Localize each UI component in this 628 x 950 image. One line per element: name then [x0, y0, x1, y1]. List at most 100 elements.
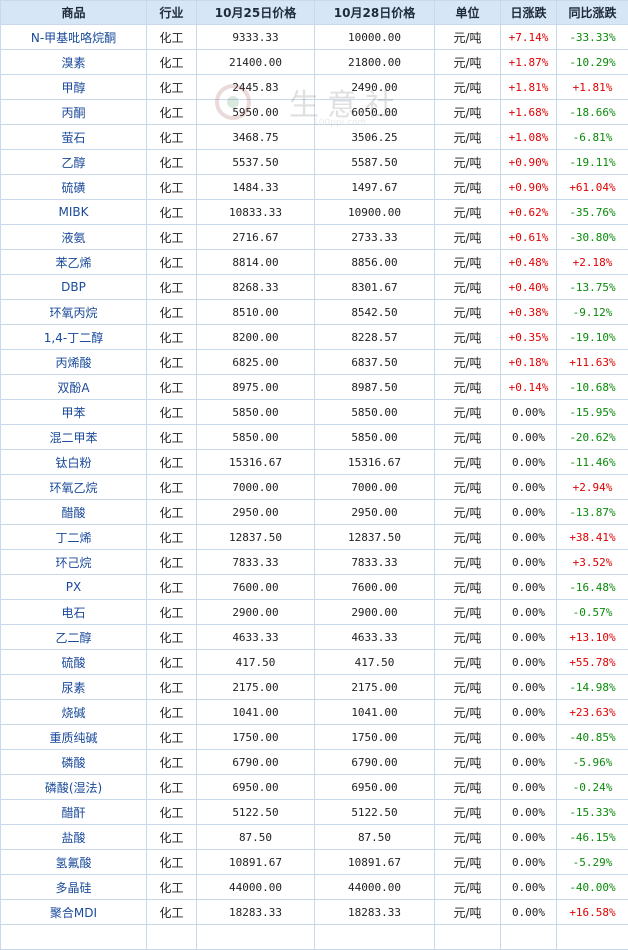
unit: 元/吨 — [435, 50, 501, 75]
daily-change — [501, 925, 557, 950]
yoy-change: +23.63% — [557, 700, 628, 725]
commodity-name[interactable]: MIBK — [1, 200, 147, 225]
commodity-name[interactable]: 多晶硅 — [1, 875, 147, 900]
commodity-name[interactable]: 硫磺 — [1, 175, 147, 200]
price-oct25: 417.50 — [197, 650, 315, 675]
commodity-name[interactable]: 氢氟酸 — [1, 850, 147, 875]
price-oct28: 10891.67 — [315, 850, 435, 875]
commodity-name[interactable]: 环己烷 — [1, 550, 147, 575]
commodity-name[interactable]: 苯乙烯 — [1, 250, 147, 275]
commodity-name[interactable]: 重质纯碱 — [1, 725, 147, 750]
commodity-name[interactable]: 烧碱 — [1, 700, 147, 725]
price-oct25: 8975.00 — [197, 375, 315, 400]
price-oct28: 1041.00 — [315, 700, 435, 725]
price-oct25: 3468.75 — [197, 125, 315, 150]
commodity-name[interactable]: 盐酸 — [1, 825, 147, 850]
unit: 元/吨 — [435, 675, 501, 700]
price-oct25: 10833.33 — [197, 200, 315, 225]
industry: 化工 — [147, 700, 197, 725]
commodity-name[interactable]: 醋酸 — [1, 500, 147, 525]
header-price-oct28: 10月28日价格 — [315, 1, 435, 25]
unit: 元/吨 — [435, 825, 501, 850]
price-oct25: 5537.50 — [197, 150, 315, 175]
unit: 元/吨 — [435, 475, 501, 500]
commodity-name[interactable]: 甲苯 — [1, 400, 147, 425]
commodity-name[interactable]: 双酚A — [1, 375, 147, 400]
yoy-change: +55.78% — [557, 650, 628, 675]
industry: 化工 — [147, 725, 197, 750]
commodity-name[interactable]: 丙酮 — [1, 100, 147, 125]
commodity-name[interactable]: 醋酐 — [1, 800, 147, 825]
industry: 化工 — [147, 150, 197, 175]
yoy-change: -46.15% — [557, 825, 628, 850]
daily-change: +0.90% — [501, 175, 557, 200]
unit: 元/吨 — [435, 325, 501, 350]
yoy-change: -35.76% — [557, 200, 628, 225]
unit: 元/吨 — [435, 775, 501, 800]
commodity-name[interactable]: 环氧丙烷 — [1, 300, 147, 325]
commodity-name[interactable]: 磷酸(湿法) — [1, 775, 147, 800]
commodity-name[interactable]: 萤石 — [1, 125, 147, 150]
unit: 元/吨 — [435, 75, 501, 100]
unit: 元/吨 — [435, 400, 501, 425]
yoy-change: +38.41% — [557, 525, 628, 550]
price-oct28: 8542.50 — [315, 300, 435, 325]
price-oct28: 2733.33 — [315, 225, 435, 250]
industry: 化工 — [147, 300, 197, 325]
commodity-name[interactable]: 环氧乙烷 — [1, 475, 147, 500]
price-oct28: 2900.00 — [315, 600, 435, 625]
commodity-name[interactable]: 1,4-丁二醇 — [1, 325, 147, 350]
unit: 元/吨 — [435, 575, 501, 600]
commodity-name[interactable]: 磷酸 — [1, 750, 147, 775]
yoy-change: -33.33% — [557, 25, 628, 50]
commodity-name[interactable]: 溴素 — [1, 50, 147, 75]
price-oct25: 44000.00 — [197, 875, 315, 900]
commodity-name[interactable]: N-甲基吡咯烷酮 — [1, 25, 147, 50]
price-oct25: 10891.67 — [197, 850, 315, 875]
industry: 化工 — [147, 500, 197, 525]
commodity-name[interactable]: 混二甲苯 — [1, 425, 147, 450]
price-oct25: 1041.00 — [197, 700, 315, 725]
commodity-name[interactable]: 钛白粉 — [1, 450, 147, 475]
commodity-name[interactable]: 尿素 — [1, 675, 147, 700]
price-oct25: 8814.00 — [197, 250, 315, 275]
yoy-change: -20.62% — [557, 425, 628, 450]
price-oct28: 417.50 — [315, 650, 435, 675]
daily-change: +7.14% — [501, 25, 557, 50]
yoy-change: +11.63% — [557, 350, 628, 375]
commodity-name[interactable]: 电石 — [1, 600, 147, 625]
commodity-name[interactable]: 硫酸 — [1, 650, 147, 675]
commodity-name[interactable]: 液氨 — [1, 225, 147, 250]
commodity-name[interactable]: 甲醇 — [1, 75, 147, 100]
industry: 化工 — [147, 825, 197, 850]
industry: 化工 — [147, 50, 197, 75]
daily-change: 0.00% — [501, 600, 557, 625]
commodity-name[interactable]: 丙烯酸 — [1, 350, 147, 375]
price-oct28: 18283.33 — [315, 900, 435, 925]
industry: 化工 — [147, 850, 197, 875]
commodity-name[interactable]: DBP — [1, 275, 147, 300]
price-oct28 — [315, 925, 435, 950]
commodity-name[interactable]: 乙醇 — [1, 150, 147, 175]
commodity-name[interactable]: PX — [1, 575, 147, 600]
yoy-change: -14.98% — [557, 675, 628, 700]
price-oct28: 2950.00 — [315, 500, 435, 525]
daily-change: 0.00% — [501, 900, 557, 925]
commodity-name[interactable] — [1, 925, 147, 950]
commodity-name[interactable]: 丁二烯 — [1, 525, 147, 550]
price-oct28: 8856.00 — [315, 250, 435, 275]
commodity-name[interactable]: 聚合MDI — [1, 900, 147, 925]
commodity-name[interactable]: 乙二醇 — [1, 625, 147, 650]
header-yoy-change: 同比涨跌 — [557, 1, 628, 25]
